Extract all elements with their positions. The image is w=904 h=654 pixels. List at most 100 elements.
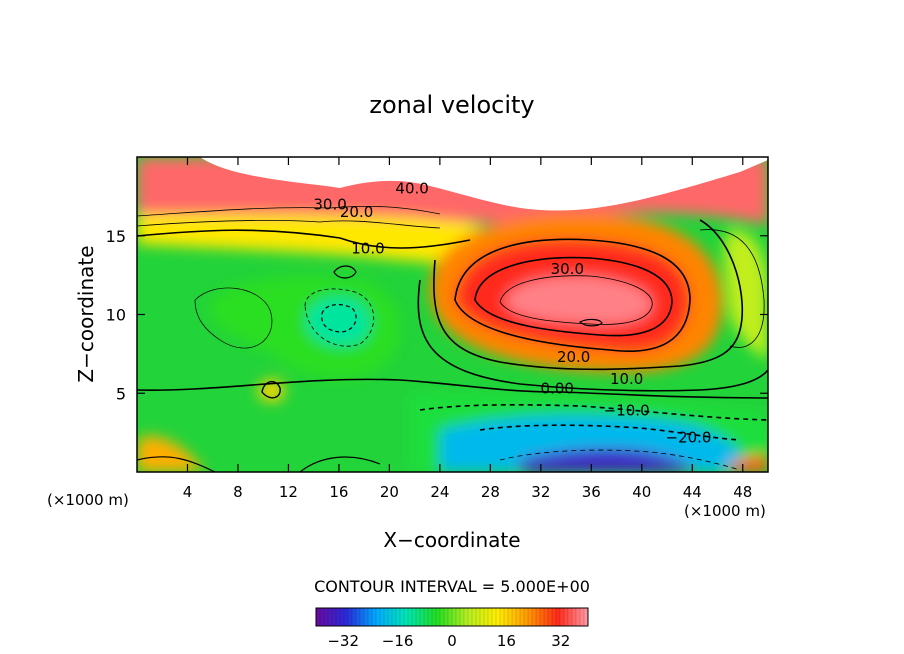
colorbar-swatch xyxy=(355,607,361,627)
colorbar-swatch xyxy=(567,607,573,627)
x-tick-label: 24 xyxy=(430,483,449,501)
colorbar-swatch xyxy=(435,607,441,627)
colorbar-swatch xyxy=(483,607,489,627)
x-unit-label-left: (×1000 m) xyxy=(47,491,129,509)
colorbar-swatch xyxy=(319,607,325,627)
x-tick-label: 48 xyxy=(733,483,752,501)
colorbar-swatch xyxy=(539,607,545,627)
colorbar-swatch xyxy=(479,607,485,627)
colorbar-swatch xyxy=(351,607,357,627)
colorbar-swatch xyxy=(339,607,345,627)
colorbar-swatch xyxy=(371,607,377,627)
field-region-bottom-core xyxy=(520,448,695,472)
colorbar-swatch xyxy=(579,607,585,627)
colorbar-swatch xyxy=(535,607,541,627)
y-axis-title: Z−coordinate xyxy=(74,245,98,382)
colorbar-swatch xyxy=(455,607,461,627)
colorbar-swatch xyxy=(391,607,397,627)
colorbar-swatch xyxy=(547,607,553,627)
colorbar-swatch xyxy=(503,607,509,627)
colorbar-swatch xyxy=(323,607,329,627)
x-axis-title: X−coordinate xyxy=(383,528,520,552)
colorbar-swatch xyxy=(551,607,557,627)
colorbar-tick-label: 0 xyxy=(447,632,457,650)
colorbar-swatch xyxy=(411,607,417,627)
colorbar-swatch xyxy=(527,607,533,627)
colorbar-swatch xyxy=(343,607,349,627)
colorbar-swatch xyxy=(487,607,493,627)
x-tick-label: 40 xyxy=(632,483,651,501)
colorbar-swatch xyxy=(563,607,569,627)
contour-label: 10.0 xyxy=(351,239,384,257)
colorbar-frame xyxy=(315,607,589,627)
contour-labels: 40.030.020.010.030.020.010.00.00−10.0−20… xyxy=(313,180,711,447)
chart-title: zonal velocity xyxy=(369,91,534,119)
x-tick-label: 20 xyxy=(380,483,399,501)
contour-label: 20.0 xyxy=(557,348,590,366)
colorbar-tick-label: −16 xyxy=(382,632,414,650)
colorbar-swatch xyxy=(443,607,449,627)
colorbar-swatch xyxy=(463,607,469,627)
colorbar-swatch xyxy=(507,607,513,627)
x-tick-label: 36 xyxy=(582,483,601,501)
colorbar-swatch xyxy=(559,607,565,627)
colorbar-swatch xyxy=(571,607,577,627)
colorbar-tick-label: 32 xyxy=(551,632,570,650)
y-tick-label: 5 xyxy=(116,384,126,403)
colorbar-swatch xyxy=(531,607,537,627)
x-axis-ticks: 4 8 12 16 20 24 28 32 36 40 44 48 xyxy=(183,157,752,501)
colorbar-swatch xyxy=(499,607,505,627)
colorbar-swatch xyxy=(363,607,369,627)
contour-interval-label: CONTOUR INTERVAL = 5.000E+00 xyxy=(314,577,590,596)
contour-lines xyxy=(137,205,768,472)
x-tick-label: 4 xyxy=(183,483,193,501)
field-region-right-bottom-red xyxy=(730,455,768,472)
field-region-right-edge-green xyxy=(724,230,768,360)
colorbar-swatch xyxy=(431,607,437,627)
contour-label: 0.00 xyxy=(541,380,574,398)
colorbar-swatch xyxy=(515,607,521,627)
contour-label: −20.0 xyxy=(666,428,712,446)
colorbar-swatch xyxy=(491,607,497,627)
field-region-jet-pink xyxy=(505,275,653,325)
colorbar-swatch xyxy=(451,607,457,627)
colorbar-swatch xyxy=(543,607,549,627)
colorbar-swatch xyxy=(495,607,501,627)
x-tick-label: 32 xyxy=(531,483,550,501)
colorbar-swatch xyxy=(347,607,353,627)
colorbar-swatch xyxy=(415,607,421,627)
x-tick-label: 16 xyxy=(329,483,348,501)
colorbar-swatch xyxy=(447,607,453,627)
field-region-yellow-band xyxy=(137,203,520,265)
colorbar-ticks: −32 −16 0 16 32 xyxy=(327,632,570,650)
field-region-left-lower-yellow xyxy=(137,435,205,472)
colorbar-swatch xyxy=(423,607,429,627)
colorbar-swatch xyxy=(467,607,473,627)
colorbar-swatch xyxy=(439,607,445,627)
surface-mask xyxy=(200,157,768,211)
colorbar-tick-label: −32 xyxy=(327,632,359,650)
field-region-mid-blue xyxy=(305,296,371,347)
colorbar-swatch xyxy=(335,607,341,627)
colorbar-swatch xyxy=(519,607,525,627)
y-axis-ticks: 5 10 15 xyxy=(106,227,768,403)
colorbar-swatch xyxy=(331,607,337,627)
colorbar-swatch xyxy=(555,607,561,627)
colorbar-swatch xyxy=(383,607,389,627)
colorbar-swatch xyxy=(359,607,365,627)
colorbar-swatch xyxy=(427,607,433,627)
contour-label: 10.0 xyxy=(610,370,643,388)
colorbar-swatch xyxy=(399,607,405,627)
colorbar-swatch xyxy=(407,607,413,627)
colorbar xyxy=(315,607,589,627)
colorbar-swatch xyxy=(575,607,581,627)
contour-label: 20.0 xyxy=(340,203,373,221)
colorbar-swatch xyxy=(459,607,465,627)
y-tick-label: 10 xyxy=(106,306,126,325)
contour-label: 30.0 xyxy=(313,195,346,213)
x-tick-label: 44 xyxy=(683,483,702,501)
colorbar-swatch xyxy=(471,607,477,627)
colorbar-swatch xyxy=(315,607,321,627)
plot-area: 40.030.020.010.030.020.010.00.00−10.0−20… xyxy=(137,157,768,472)
x-tick-label: 12 xyxy=(279,483,298,501)
